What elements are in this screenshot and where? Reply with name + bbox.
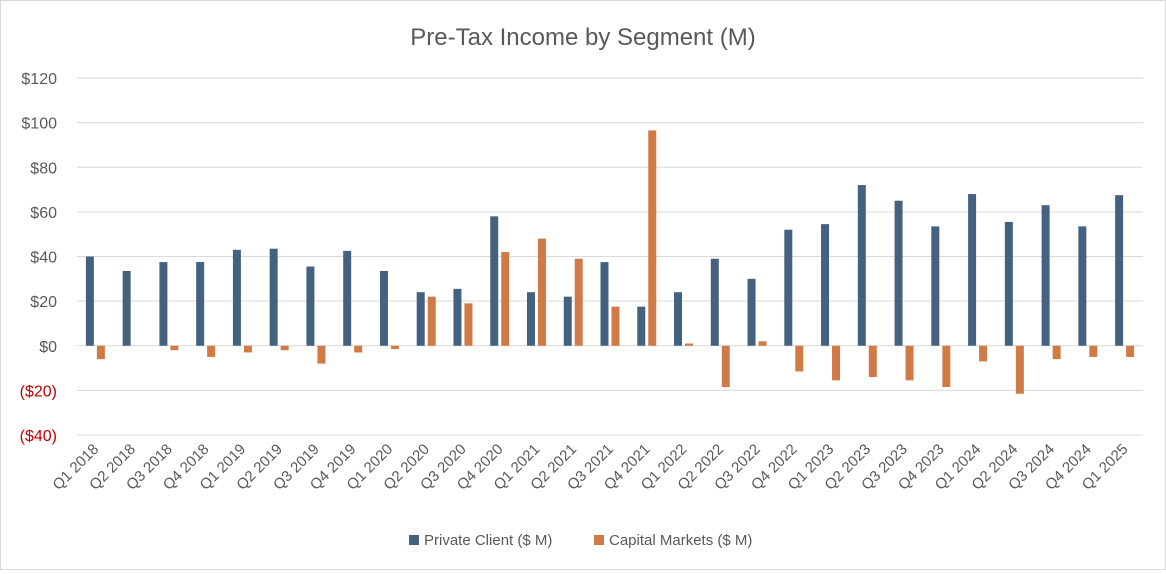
capital-markets-bar <box>280 345 289 351</box>
private-client-bar <box>637 306 646 346</box>
legend-swatch-capital-markets <box>594 535 604 545</box>
capital-markets-bar <box>501 252 510 346</box>
capital-markets-bar <box>1089 345 1098 357</box>
private-client-bar <box>1041 205 1050 346</box>
y-axis-labels: $120 $100 $80 $60 $40 $20 $0 ($20) ($40) <box>20 71 57 445</box>
y-tick-label: $120 <box>21 71 57 88</box>
capital-markets-bar <box>795 345 804 372</box>
y-tick-label: $60 <box>30 205 57 222</box>
private-client-bar <box>159 262 168 346</box>
private-client-bar <box>122 271 131 346</box>
y-tick-label: $40 <box>30 250 57 267</box>
capital-markets-bar <box>611 306 620 346</box>
gridlines <box>77 77 1143 436</box>
legend-label-private-client: Private Client ($ M) <box>424 532 552 549</box>
capital-markets-bar <box>170 345 179 351</box>
legend-swatch-private-client <box>409 535 419 545</box>
private-client-bar <box>343 250 352 346</box>
capital-markets-bar <box>390 345 399 350</box>
capital-markets-bar <box>354 345 363 353</box>
private-client-bar <box>1115 195 1124 346</box>
y-tick-label: $100 <box>21 116 57 133</box>
capital-markets-bar <box>758 341 767 346</box>
private-client-bar <box>232 249 241 346</box>
private-client-bar <box>784 229 793 346</box>
private-client-bar <box>379 271 388 346</box>
private-client-bar <box>674 292 683 346</box>
capital-markets-bar <box>979 345 988 362</box>
capital-markets-bar <box>574 258 583 346</box>
capital-markets-bar <box>1052 345 1061 360</box>
private-client-bar <box>931 226 940 346</box>
private-client-bar <box>306 266 315 346</box>
private-client-bar <box>857 185 866 346</box>
capital-markets-bar <box>207 345 216 357</box>
capital-markets-bar <box>243 345 252 353</box>
y-tick-label: ($20) <box>20 383 57 400</box>
legend-label-capital-markets: Capital Markets ($ M) <box>609 532 752 549</box>
private-client-bar <box>968 194 977 346</box>
private-client-bar <box>1078 226 1087 346</box>
private-client-bar <box>453 288 462 346</box>
y-tick-label: $0 <box>39 339 57 356</box>
private-client-bar <box>269 248 278 346</box>
capital-markets-bar <box>1126 345 1135 357</box>
private-client-bar <box>490 216 499 346</box>
capital-markets-bar <box>648 130 657 346</box>
private-client-bar <box>526 292 535 346</box>
capital-markets-bar <box>832 345 841 381</box>
capital-markets-bar <box>942 345 951 388</box>
capital-markets-bar <box>427 296 436 346</box>
capital-markets-bar <box>685 343 694 346</box>
capital-markets-bar <box>464 303 473 346</box>
capital-markets-bar <box>868 345 877 377</box>
private-client-bar <box>1004 221 1013 346</box>
capital-markets-bar <box>721 345 730 388</box>
capital-markets-bar <box>1015 345 1024 394</box>
y-tick-label: $20 <box>30 294 57 311</box>
y-tick-label: ($40) <box>20 428 57 445</box>
private-client-bar <box>563 296 572 346</box>
capital-markets-bar <box>317 345 326 364</box>
private-client-bar <box>710 258 719 346</box>
private-client-bar <box>894 200 903 346</box>
capital-markets-bar <box>905 345 914 381</box>
private-client-bar <box>416 292 425 346</box>
y-tick-label: $80 <box>30 160 57 177</box>
legend: Private Client ($ M) Capital Markets ($ M… <box>409 532 752 549</box>
capital-markets-bar <box>537 238 546 346</box>
capital-markets-bar <box>96 345 105 360</box>
bars <box>85 130 1135 394</box>
private-client-bar <box>747 278 756 346</box>
private-client-bar <box>821 224 830 346</box>
private-client-bar <box>600 262 609 346</box>
private-client-bar <box>85 256 94 346</box>
private-client-bar <box>196 262 205 346</box>
chart-title: Pre-Tax Income by Segment (M) <box>410 24 755 51</box>
